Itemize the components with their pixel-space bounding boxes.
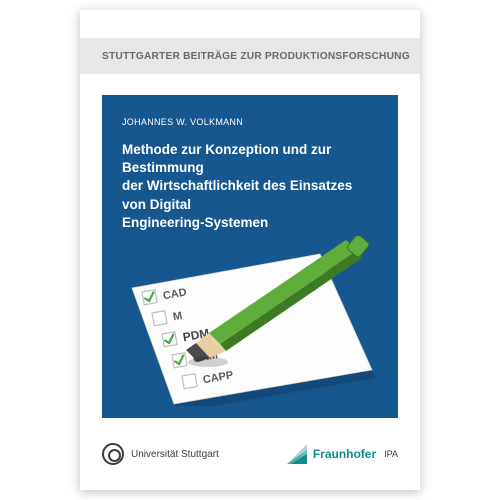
footer-logos: Universität Stuttgart Fraunhofer IPA — [102, 436, 398, 472]
uni-name: Universität Stuttgart — [131, 449, 219, 460]
fraunhofer-mark-icon — [287, 444, 307, 464]
book-title: Methode zur Konzeption und zur Bestimmun… — [122, 141, 365, 232]
title-line-1: Methode zur Konzeption und zur Bestimmun… — [122, 141, 365, 177]
fraunhofer-name: Fraunhofer — [313, 447, 376, 461]
uni-stuttgart-logo: Universität Stuttgart — [102, 443, 219, 465]
fraunhofer-ipa: IPA — [384, 449, 398, 459]
checklist-illustration: CAD M PDM CAM CAPP — [114, 236, 386, 406]
uni-ring-icon — [102, 443, 124, 465]
fraunhofer-logo: Fraunhofer IPA — [287, 444, 398, 464]
main-panel: JOHANNES W. VOLKMANN Methode zur Konzept… — [102, 95, 398, 418]
author-name: JOHANNES W. VOLKMANN — [122, 117, 378, 127]
book-cover: STUTTGARTER BEITRÄGE ZUR PRODUKTIONSFORS… — [80, 10, 420, 490]
series-title: STUTTGARTER BEITRÄGE ZUR PRODUKTIONSFORS… — [102, 51, 410, 62]
series-bar: STUTTGARTER BEITRÄGE ZUR PRODUKTIONSFORS… — [80, 38, 420, 74]
title-line-3: Engineering-Systemen — [122, 214, 365, 232]
title-line-2: der Wirtschaftlichkeit des Einsatzes von… — [122, 177, 365, 213]
